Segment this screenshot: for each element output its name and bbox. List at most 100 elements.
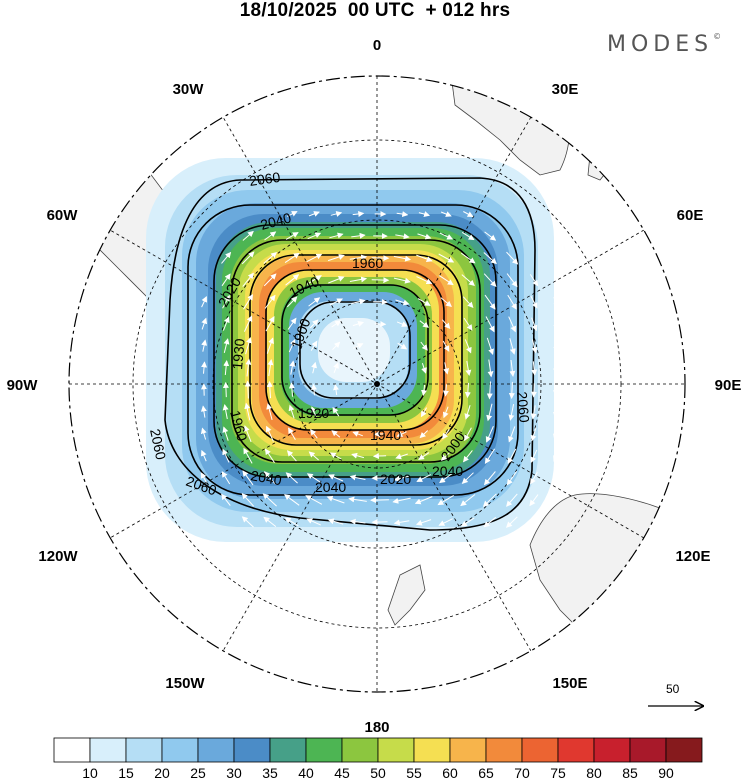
- wind-vector: [460, 494, 476, 507]
- wind-vector: [415, 519, 432, 526]
- wind-vector: [307, 232, 322, 240]
- wind-vector: [506, 471, 518, 486]
- contour-label: 1920: [298, 405, 329, 421]
- contour-2000: [231, 239, 481, 463]
- contour-2060: [164, 177, 536, 531]
- wind-vector: [351, 232, 366, 239]
- wind-vector: [284, 517, 299, 527]
- colorbar-label: 80: [586, 765, 602, 781]
- wind-vector: [505, 516, 518, 528]
- contour-label: 2060: [514, 391, 533, 424]
- wind-vector: [395, 233, 410, 240]
- lon-label-180: 180: [364, 719, 389, 736]
- wind-vector: [241, 492, 255, 507]
- wind-vector: [507, 448, 517, 464]
- wind-vector: [286, 296, 298, 308]
- wind-vector: [201, 361, 208, 374]
- lon-label-150w: 150W: [165, 675, 205, 692]
- wind-vector: [243, 447, 253, 464]
- wind-vector: [509, 338, 516, 355]
- contour-label: 1930: [229, 338, 248, 371]
- wind-vector: [482, 493, 497, 507]
- wind-vector: [265, 316, 275, 332]
- contour-1900: [299, 301, 411, 399]
- wind-vector: [241, 516, 254, 528]
- wind-vector: [484, 448, 496, 465]
- colorbar-swatch: [413, 737, 451, 763]
- colorbar-swatch: [557, 737, 595, 763]
- wind-vector: [530, 427, 537, 442]
- contour-label: 2060: [248, 169, 281, 189]
- colorbar-swatch: [305, 737, 343, 763]
- wind-vector: [462, 296, 474, 309]
- wind-vector: [463, 317, 473, 331]
- wind-vector: [284, 252, 300, 264]
- wind-vector: [222, 448, 230, 463]
- lon-label-150e: 150E: [552, 675, 587, 692]
- wind-vector: [332, 341, 341, 351]
- wind-vector: [530, 472, 538, 485]
- colorbar-swatch: [629, 737, 667, 763]
- wind-vector: [461, 274, 475, 287]
- wind-vector: [485, 426, 494, 443]
- wind-vector: [286, 450, 297, 462]
- colorbar-label: 15: [118, 765, 134, 781]
- wind-vector: [531, 361, 538, 376]
- colorbar-label: 70: [514, 765, 530, 781]
- lon-label-0: 0: [373, 37, 381, 54]
- lon-label-120e: 120E: [675, 548, 710, 565]
- wind-vector: [331, 320, 342, 328]
- wind-vector: [288, 427, 296, 441]
- colorbar-swatch: [665, 737, 703, 763]
- wind-vector: [201, 295, 207, 308]
- wind-vector: [222, 316, 230, 331]
- wind-vector: [200, 472, 208, 484]
- wind-vector: [200, 405, 207, 418]
- wind-vector: [221, 471, 231, 485]
- lon-label-120w: 120W: [38, 548, 78, 565]
- wind-vector: [508, 426, 516, 443]
- wind-vector: [395, 453, 408, 460]
- lon-label-30w: 30W: [173, 81, 205, 98]
- colorbar-label: 65: [478, 765, 494, 781]
- wind-vector: [306, 253, 323, 263]
- wind-vector: [464, 382, 471, 399]
- wind-vector: [245, 358, 252, 377]
- colorbar-label: 25: [190, 765, 206, 781]
- wind-vector: [442, 406, 449, 419]
- wind-vector: [507, 294, 517, 310]
- reference-vector-label: 50: [666, 682, 680, 696]
- wind-vector: [201, 317, 208, 330]
- colorbar-swatch: [593, 737, 631, 763]
- wind-vector: [264, 294, 276, 309]
- wind-vector: [393, 277, 411, 284]
- wind-vector: [352, 210, 365, 217]
- wind-vector: [200, 427, 207, 440]
- wind-vector: [222, 404, 229, 420]
- contour-label: 2040: [259, 209, 293, 233]
- wind-vector: [440, 451, 451, 461]
- wind-vector: [243, 293, 254, 310]
- wind-vector: [420, 341, 428, 351]
- wind-vector: [484, 231, 497, 241]
- wind-vector: [265, 425, 274, 442]
- wind-vector: [419, 320, 429, 328]
- wind-vector: [443, 362, 450, 375]
- contour-label: 1960: [227, 409, 251, 443]
- wind-vector: [242, 272, 254, 287]
- wind-vector: [418, 211, 431, 217]
- wind-vector: [529, 274, 539, 287]
- wind-vector: [438, 253, 455, 263]
- wind-vector: [288, 338, 296, 353]
- wind-vector: [349, 276, 368, 283]
- wind-vector: [264, 448, 275, 463]
- wind-vector: [305, 495, 323, 505]
- wind-vector: [531, 339, 538, 354]
- wind-vector: [222, 426, 229, 441]
- wind-vector: [553, 318, 559, 330]
- wind-vector: [529, 494, 539, 507]
- contour-2040: [187, 204, 519, 496]
- wind-vector: [396, 431, 407, 437]
- shade-10-core: [318, 318, 390, 382]
- wind-vector: [440, 297, 452, 308]
